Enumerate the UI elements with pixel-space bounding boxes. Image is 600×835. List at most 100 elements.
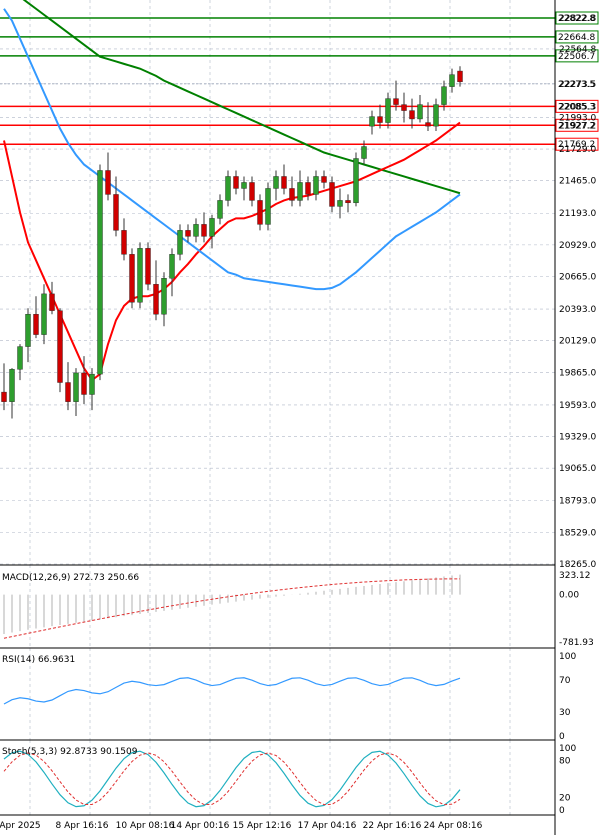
candle-body: [401, 104, 407, 111]
price-tick-label: 19865.0: [559, 368, 596, 378]
candle-body: [113, 194, 119, 231]
candle-body: [273, 176, 279, 189]
candle-body: [249, 182, 255, 201]
candle-body: [201, 224, 207, 237]
price-tick-label: 18265.0: [559, 560, 596, 570]
candle-body: [329, 182, 335, 207]
stoch-d-line: [3, 752, 461, 806]
price-tick-label: 21927.2: [559, 121, 596, 131]
candle-body: [137, 248, 143, 303]
candle-body: [169, 254, 175, 279]
price-tick-label: 22822.8: [559, 14, 596, 24]
current-price-label: 22273.5: [558, 80, 595, 90]
price-tick-label: 20393.0: [559, 305, 596, 315]
candle-body: [81, 372, 87, 395]
candle-body: [425, 122, 431, 127]
candle-body: [97, 170, 103, 375]
candle-body: [1, 391, 7, 402]
price-tick-label: 19593.0: [559, 401, 596, 411]
price-tick-label: 21729.0: [559, 145, 596, 155]
candle-body: [73, 372, 79, 402]
candle-body: [65, 382, 71, 402]
current-price-tag: [556, 77, 598, 90]
price-tick-label: 20665.0: [559, 272, 596, 282]
candle-body: [297, 182, 303, 201]
candle-body: [321, 176, 327, 183]
stoch-tick-label: 0: [559, 806, 565, 816]
rsi-pane: 100 70 30 0: [3, 652, 576, 742]
candle-body: [25, 314, 31, 347]
candles: [1, 66, 463, 419]
candle-body: [49, 293, 55, 311]
candle-body: [409, 110, 415, 120]
level-label: 22506.7: [558, 52, 595, 62]
price-grid: [0, 0, 555, 815]
level-tag: [555, 11, 599, 25]
candle-body: [337, 200, 343, 207]
moving-average-line: [3, 8, 461, 291]
candle-body: [217, 200, 223, 219]
candle-body: [305, 182, 311, 195]
price-tick-label: 19065.0: [559, 464, 596, 474]
candle-body: [313, 176, 319, 195]
level-label: 22822.8: [558, 14, 595, 24]
stoch-label: Stoch(5,3,3) 92.8733 90.1509: [2, 747, 138, 757]
level-label: 21927.2: [558, 121, 595, 131]
candle-body: [257, 200, 263, 225]
time-tick-label: 24 Apr 08:16: [424, 821, 483, 831]
price-tick-label: 22273.5: [559, 80, 596, 90]
level-tag: [555, 99, 599, 113]
price-tick-label: 20129.0: [559, 337, 596, 347]
price-tick-label: 22085.3: [559, 102, 596, 112]
candle-body: [33, 314, 39, 335]
time-tick-label: 15 Apr 12:16: [233, 821, 292, 831]
candle-body: [209, 218, 215, 237]
macd-tick-label: 323.12: [559, 571, 591, 581]
stoch-pane: 100 80 20 0: [3, 744, 576, 816]
rsi-tick-label: 0: [559, 732, 565, 742]
rsi-tick-label: 30: [559, 708, 571, 718]
moving-averages: [3, 0, 461, 382]
time-tick-label: 10 Apr 08:16: [116, 821, 175, 831]
candle-body: [225, 176, 231, 201]
candle-body: [377, 116, 383, 123]
macd-label: MACD(12,26,9) 272.73 250.66: [2, 573, 139, 583]
macd-signal-line: [3, 578, 461, 639]
candle-body: [281, 176, 287, 189]
stoch-tick-label: 80: [559, 756, 571, 766]
time-tick-label: Apr 2025: [0, 821, 41, 831]
candle-body: [17, 346, 23, 370]
stoch-tick-label: 100: [559, 744, 576, 754]
time-tick-label: 8 Apr 16:16: [56, 821, 109, 831]
candle-body: [361, 146, 367, 159]
candle-body: [369, 116, 375, 127]
candle-body: [289, 188, 295, 201]
candle-body: [441, 86, 447, 105]
time-tick-label: 17 Apr 04:16: [298, 821, 357, 831]
candle-body: [353, 158, 359, 204]
candle-body: [129, 254, 135, 303]
candle-body: [233, 176, 239, 189]
stoch-k-line: [3, 750, 461, 808]
candle-body: [265, 188, 271, 225]
candle-body: [393, 98, 399, 105]
price-tick-label: 18529.0: [559, 528, 596, 538]
candle-body: [121, 230, 127, 255]
candle-body: [41, 293, 47, 335]
macd-pane: 323.12 0.00 -781.93: [3, 571, 594, 648]
price-tick-label: 22564.8: [559, 45, 596, 55]
candle-body: [433, 104, 439, 127]
price-tick-label: 21465.0: [559, 177, 596, 187]
candle-body: [241, 182, 247, 189]
candle-body: [89, 373, 95, 395]
price-tick-label: 21193.0: [559, 209, 596, 219]
candle-body: [57, 310, 63, 383]
candle-body: [385, 98, 391, 123]
price-tick-label: 20929.0: [559, 241, 596, 251]
level-label: 22664.8: [558, 33, 595, 43]
level-label: 21769.2: [558, 140, 595, 150]
candle-body: [193, 224, 199, 237]
time-tick-label: 14 Apr 00:16: [171, 821, 230, 831]
